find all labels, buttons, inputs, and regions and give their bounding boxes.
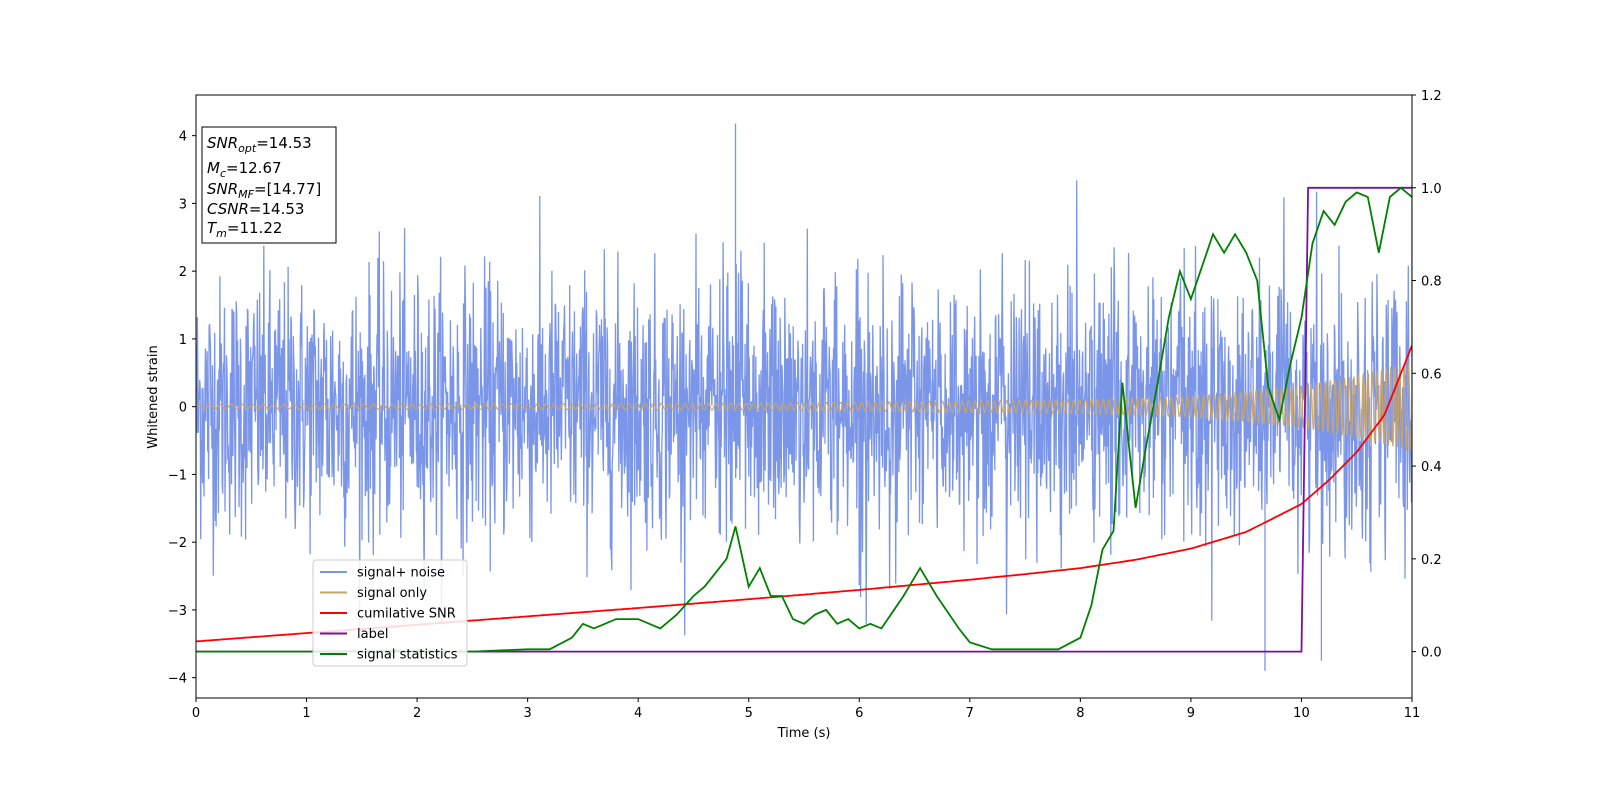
y-right-tick-label: 0.2 (1421, 553, 1442, 568)
x-tick-label: 5 (745, 706, 753, 721)
x-tick-label: 2 (413, 706, 421, 721)
plot-frame (195, 94, 1413, 699)
x-tick-label: 1 (302, 706, 310, 721)
x-tick-label: 3 (523, 706, 531, 721)
series-signal-statistics (196, 186, 1412, 653)
y-left-tick-label: 4 (179, 130, 187, 145)
x-tick-label: 4 (634, 706, 642, 721)
legend-label: signal only (357, 586, 427, 601)
y-right-tick-label: 1.0 (1421, 182, 1442, 197)
x-tick-label: 0 (192, 706, 200, 721)
annotation-line: SNRopt=14.53 (207, 134, 312, 155)
series-layer (196, 123, 1412, 671)
axes-layer: 0 1 2 3 4 5 6 7 8 9 10 11 −4 −3 −2 −1 0 1 2 3 4 0.0 0.2 0.4 0.6 0… (168, 89, 1442, 721)
x-tick-label: 8 (1076, 706, 1084, 721)
y-left-tick-label: 2 (179, 265, 187, 280)
series-signal-noise (196, 123, 1412, 671)
y-left-tick-label: −3 (168, 604, 187, 619)
x-tick-label: 7 (966, 706, 974, 721)
legend-label: signal+ noise (357, 566, 445, 581)
stats-annotation: SNRopt=14.53 Mc=12.67SNRMF=[14.77]CSNR=14… (201, 126, 337, 244)
y-axis-label: Whitened strain (146, 345, 161, 448)
y-left-tick-label: −2 (168, 536, 187, 551)
legend: signal+ noise signal only cumilative SNR la… (312, 559, 468, 667)
x-axis-label: Time (s) (777, 726, 831, 741)
y-right-tick-label: 0.4 (1421, 460, 1442, 475)
y-left-tick-label: 3 (179, 197, 187, 212)
x-tick-label: 11 (1404, 706, 1421, 721)
y-left-tick-label: 1 (179, 333, 187, 348)
series-label (196, 186, 1412, 653)
annotation-line: SNRMF=[14.77] (207, 180, 321, 201)
y-left-tick-label: −4 (168, 672, 187, 687)
y-right-tick-label: 0.0 (1421, 646, 1442, 661)
legend-frame (312, 559, 468, 667)
legend-label: signal statistics (357, 648, 458, 663)
legend-label: cumilative SNR (357, 607, 456, 622)
annotation-line: Tm=11.22 (207, 219, 282, 240)
annotation-line: Mc=12.67 (207, 159, 282, 180)
x-tick-label: 6 (855, 706, 863, 721)
y-left-tick-label: 0 (179, 401, 187, 416)
legend-label: label (357, 627, 388, 642)
x-tick-label: 10 (1293, 706, 1310, 721)
y-right-tick-label: 1.2 (1421, 89, 1442, 104)
annotation-frame (201, 126, 337, 244)
annotation-line: CSNR=14.53 (207, 200, 304, 218)
series-signal-only (196, 363, 1412, 452)
y-left-tick-label: −1 (168, 468, 187, 483)
y-right-tick-label: 0.6 (1421, 367, 1442, 382)
y-right-tick-label: 0.8 (1421, 275, 1442, 290)
x-tick-label: 9 (1187, 706, 1195, 721)
